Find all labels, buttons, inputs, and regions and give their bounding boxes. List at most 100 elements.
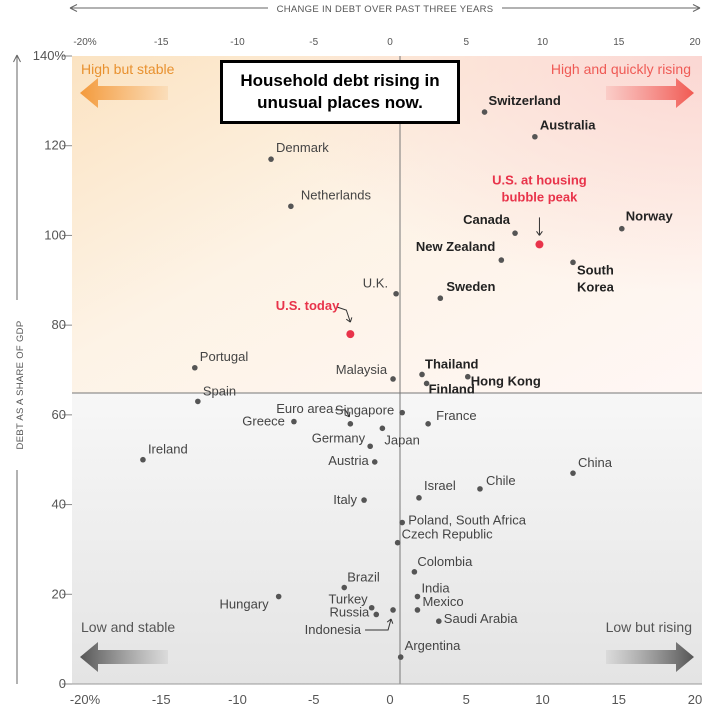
point-greece [291, 418, 297, 425]
leader-line-indonesia [365, 618, 392, 631]
y-axis-arrowhead-up-icon [13, 54, 21, 63]
label-line: China [578, 455, 613, 470]
arrow-left-orange-icon [80, 78, 168, 108]
y-tick-label: 60 [52, 407, 66, 422]
point-germany [367, 443, 373, 450]
quadrant-label-top-right: High and quickly rising [551, 61, 691, 77]
label-colombia: Colombia [417, 554, 473, 569]
label-saudi-arabia: Saudi Arabia [444, 611, 518, 626]
label-italy: Italy [333, 492, 357, 507]
y-tick-label: 100 [44, 227, 66, 242]
label-line: Ireland [148, 442, 188, 457]
label-line: South [577, 262, 614, 277]
label-line: Finland [429, 381, 475, 396]
point-israel [416, 495, 422, 501]
label-canada: Canada [463, 212, 511, 227]
leader-arrowhead-icon [344, 411, 351, 418]
label-line: Mexico [422, 594, 463, 609]
label-brazil: Brazil [347, 570, 380, 585]
label-line: Malaysia [336, 362, 388, 377]
point-brazil [341, 584, 348, 591]
label-line: Indonesia [305, 622, 362, 637]
point-sweden [437, 295, 444, 302]
leader-arrowhead-icon [345, 317, 353, 323]
label-france: France [436, 408, 476, 423]
point-mexico [414, 607, 421, 613]
label-line: Thailand [425, 356, 479, 371]
x-tick-top-label: 15 [613, 37, 625, 48]
label-line: Netherlands [301, 187, 372, 202]
x-tick-bottom-label: -15 [152, 692, 171, 707]
label-u-s-today: U.S. today [276, 298, 340, 313]
leader-arrowhead-icon [386, 618, 394, 624]
point-poland-south-africa [399, 519, 406, 526]
headline-callout: Household debt rising in unusual places … [220, 60, 460, 124]
point-switzerland [481, 109, 488, 115]
x-tick-bottom-label: -20% [70, 692, 101, 707]
label-line: Greece [242, 414, 285, 429]
y-tick-label: 20 [52, 586, 66, 601]
x-tick-bottom-label: 20 [688, 692, 702, 707]
data-labels: Switzerland Australia Denmark Netherlands U.… [148, 93, 674, 653]
label-line: Japan [384, 432, 419, 447]
headline-text: Household debt rising in unusual places … [240, 71, 440, 112]
quadrant-label-bottom-right: Low but rising [606, 619, 692, 635]
label-line: U.K. [363, 276, 388, 291]
point-australia [532, 133, 538, 140]
y-tick-label: 40 [52, 497, 66, 512]
label-singapore: Singapore [335, 403, 394, 418]
x-tick-top-label: 10 [537, 37, 549, 48]
label-sweden: Sweden [446, 279, 495, 294]
point-u-s-today [346, 330, 355, 339]
point-singapore [399, 409, 406, 416]
point-argentina [397, 654, 404, 660]
label-turkey: Turkey [328, 592, 368, 607]
leader-line-euro-area [335, 409, 350, 418]
label-greece: Greece [242, 414, 285, 429]
x-tick-top-label: -5 [309, 37, 318, 48]
point-netherlands [288, 203, 294, 210]
label-line: New Zealand [416, 239, 496, 254]
label-israel: Israel [424, 478, 456, 493]
arrow-right-gray-icon [606, 642, 694, 672]
label-indonesia: Indonesia [305, 622, 362, 637]
point-turkey [368, 604, 375, 611]
label-line: bubble peak [502, 189, 579, 204]
label-line: Saudi Arabia [444, 611, 518, 626]
label-line: Colombia [417, 554, 473, 569]
top-axis-arrowhead-right-icon [692, 4, 701, 12]
label-hong-kong: Hong Kong [471, 374, 541, 389]
label-line: Portugal [200, 349, 249, 364]
label-line: Austria [328, 453, 369, 468]
label-japan: Japan [384, 432, 419, 447]
x-tick-bottom-label: 15 [612, 692, 626, 707]
x-tick-bottom-label: 5 [463, 692, 470, 707]
x-tick-top-label: 0 [387, 37, 393, 48]
arrow-left-gray-icon [80, 642, 168, 672]
x-tick-top-label: 20 [689, 37, 701, 48]
label-new-zealand: New Zealand [416, 239, 496, 254]
label-netherlands: Netherlands [301, 187, 372, 202]
point-hungary [275, 593, 282, 600]
x-tick-top-label: -10 [230, 37, 245, 48]
top-axis-title-group: CHANGE IN DEBT OVER PAST THREE YEARS [69, 4, 701, 15]
point-austria [371, 459, 378, 465]
label-india: India [421, 581, 450, 596]
label-chile: Chile [486, 473, 516, 488]
y-tick-label: 0 [59, 676, 66, 691]
label-spain: Spain [203, 383, 236, 398]
label-china: China [578, 455, 613, 470]
label-portugal: Portugal [200, 349, 249, 364]
label-ireland: Ireland [148, 442, 188, 457]
quadrant-label-top-left: High but stable [81, 61, 175, 77]
quadrant-arrows [80, 78, 694, 672]
point-portugal [192, 364, 198, 371]
y-tick-label: 80 [52, 317, 66, 332]
point-canada [512, 230, 518, 236]
point-finland [423, 380, 430, 387]
label-line: Italy [333, 492, 357, 507]
low-zone-background [72, 393, 702, 684]
label-line: Poland, South Africa [408, 513, 527, 528]
arrow-right-red-icon [606, 78, 694, 108]
label-czech-republic: Czech Republic [402, 527, 494, 542]
